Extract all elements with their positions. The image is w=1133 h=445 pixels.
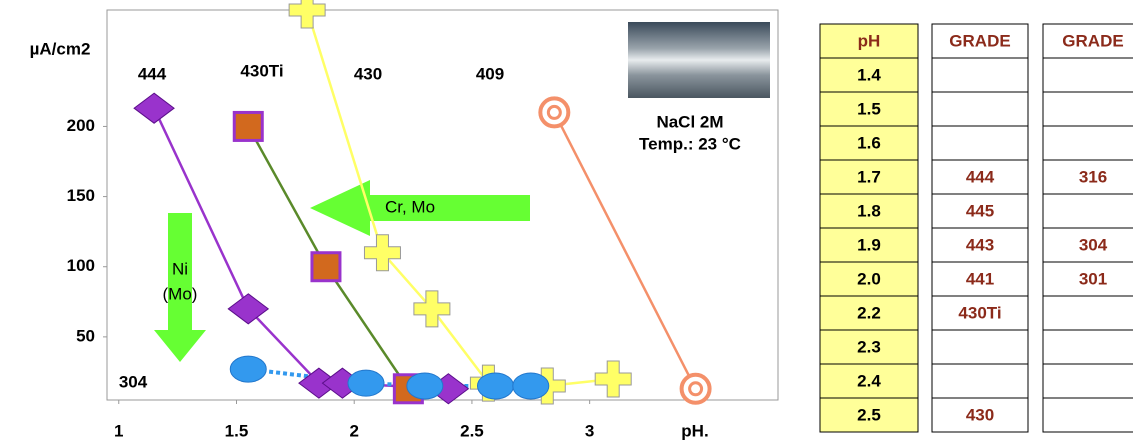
table-text: 2.5 <box>857 405 881 424</box>
table-text: 430 <box>966 405 994 424</box>
table-cell <box>1043 330 1133 364</box>
table-text: 441 <box>966 269 994 288</box>
photo <box>628 22 770 98</box>
table-text: 1.6 <box>857 133 881 152</box>
table-text: 1.4 <box>857 65 881 84</box>
point <box>477 373 513 399</box>
x-tick-label: 2.5 <box>460 421 484 440</box>
table-cell <box>932 58 1028 92</box>
table-cell <box>932 330 1028 364</box>
x-tick-label: 2 <box>349 421 358 440</box>
x-tick-label: 3 <box>585 421 594 440</box>
table-text: 1.9 <box>857 235 881 254</box>
point <box>234 112 262 140</box>
table-text: 2.2 <box>857 303 881 322</box>
table-cell <box>1043 364 1133 398</box>
y-tick-label: 100 <box>67 256 95 275</box>
annotation: Cr, Mo <box>385 197 435 216</box>
annotation: Temp.: 23 °C <box>639 134 741 153</box>
point <box>682 375 710 403</box>
table-cell <box>932 364 1028 398</box>
table-cell <box>932 126 1028 160</box>
table-text: 444 <box>966 167 995 186</box>
table-cell <box>932 92 1028 126</box>
page: µA/cm2 pH. Cr, Mo Ni (Mo) NaCl 2M Temp.:… <box>0 0 1133 445</box>
y-tick-label: 200 <box>67 116 95 135</box>
point <box>134 93 174 123</box>
series-label: 304 <box>119 372 148 391</box>
table-header: pH <box>858 31 881 50</box>
point <box>312 253 340 281</box>
y-tick-label: 50 <box>76 326 95 345</box>
annotation: Ni <box>172 259 188 278</box>
table-header: GRADE <box>949 31 1010 50</box>
annotation: (Mo) <box>163 284 198 303</box>
table-text: 1.5 <box>857 99 881 118</box>
table-text: 301 <box>1079 269 1107 288</box>
table-cell <box>1043 58 1133 92</box>
ring-outer <box>682 375 710 403</box>
series-label: 409 <box>476 64 504 83</box>
point <box>348 370 384 396</box>
x-axis-label: pH. <box>681 421 708 440</box>
y-tick-label: 150 <box>67 186 95 205</box>
point <box>228 294 268 324</box>
table-text: 443 <box>966 235 994 254</box>
table-cell <box>1043 92 1133 126</box>
table-cell <box>1043 296 1133 330</box>
table-cell <box>1043 398 1133 432</box>
annotation: NaCl 2M <box>656 112 723 131</box>
point <box>595 361 631 397</box>
series-label: 430Ti <box>240 61 283 80</box>
x-tick-label: 1 <box>114 421 123 440</box>
ring-outer <box>540 98 568 126</box>
table-text: 1.8 <box>857 201 881 220</box>
point <box>289 0 325 28</box>
table-cell <box>1043 194 1133 228</box>
table-text: 1.7 <box>857 167 881 186</box>
table-header: GRADE <box>1062 31 1123 50</box>
series-line <box>154 108 448 389</box>
table-text: 2.4 <box>857 371 881 390</box>
point <box>230 356 266 382</box>
table-text: 316 <box>1079 167 1107 186</box>
table-text: 304 <box>1079 235 1108 254</box>
point <box>540 98 568 126</box>
y-axis-label: µA/cm2 <box>30 39 91 58</box>
table-cell <box>1043 126 1133 160</box>
table-text: 2.3 <box>857 337 881 356</box>
series-label: 444 <box>138 64 167 83</box>
point <box>513 373 549 399</box>
table-text: 2.0 <box>857 269 881 288</box>
series-line <box>554 112 695 388</box>
table-text: 445 <box>966 201 994 220</box>
x-tick-label: 1.5 <box>225 421 249 440</box>
table-text: 430Ti <box>958 303 1001 322</box>
series-label: 430 <box>354 64 382 83</box>
point <box>407 373 443 399</box>
